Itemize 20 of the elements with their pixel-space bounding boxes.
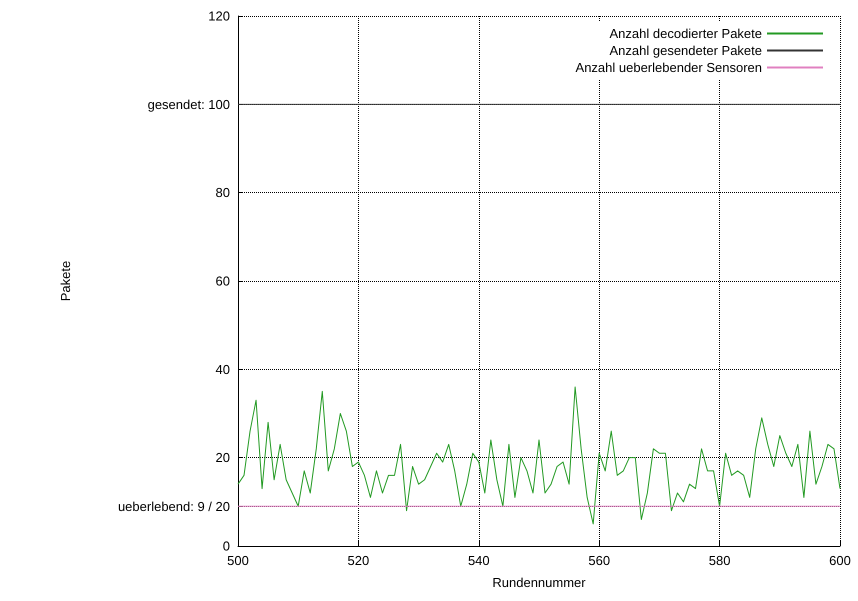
legend-label: Anzahl ueberlebender Sensoren: [576, 60, 762, 75]
x-tick-label: 560: [588, 553, 610, 568]
y-tick-label: 0: [222, 538, 230, 554]
y-tick-label: ueberlebend: 9 / 20: [118, 498, 230, 514]
y-tick-label: 80: [216, 185, 230, 200]
x-tick-label: 600: [829, 553, 851, 568]
y-axis-title: Pakete: [58, 260, 73, 302]
legend-label: Anzahl gesendeter Pakete: [610, 43, 762, 58]
x-tick-label: 580: [708, 553, 730, 568]
x-tick-label: 500: [227, 553, 249, 568]
legend-label: Anzahl decodierter Pakete: [610, 26, 762, 41]
y-tick-label: 60: [216, 274, 230, 288]
line-series: [238, 386, 840, 524]
y-tick-label: 20: [216, 450, 230, 466]
y-tick-label: 40: [216, 362, 230, 377]
y-tick-label: 120: [208, 8, 230, 24]
x-tick-label: 520: [348, 553, 370, 568]
y-tick-label: gesendet: 100: [148, 96, 230, 112]
x-tick-label: 540: [468, 553, 490, 568]
x-axis-title: Rundennummer: [492, 575, 586, 590]
